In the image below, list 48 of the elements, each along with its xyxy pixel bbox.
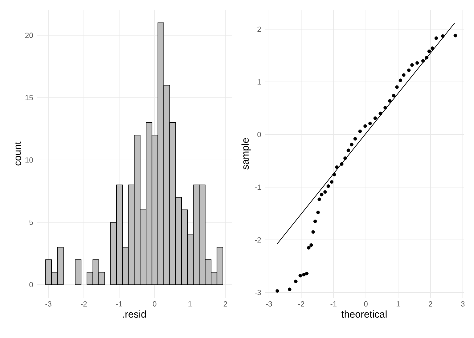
point <box>346 148 350 152</box>
point <box>454 34 458 38</box>
point <box>398 78 402 82</box>
point <box>332 173 336 177</box>
point <box>312 230 316 234</box>
point <box>310 244 314 248</box>
point <box>388 99 392 103</box>
x-axis-title: .resid <box>123 310 146 318</box>
point <box>430 46 434 50</box>
point <box>335 166 339 170</box>
point <box>378 112 382 116</box>
point <box>395 86 399 90</box>
y-axis-title: count <box>14 142 22 166</box>
point <box>288 288 292 292</box>
point <box>350 142 354 147</box>
point <box>374 116 378 120</box>
y-axis-title: sample <box>242 138 251 170</box>
point <box>298 274 302 278</box>
point <box>344 156 348 160</box>
point <box>340 162 344 166</box>
point <box>330 180 334 184</box>
point <box>434 36 438 40</box>
point <box>407 68 411 72</box>
point <box>384 106 388 110</box>
point <box>428 50 432 54</box>
point <box>305 272 309 276</box>
point <box>358 130 362 134</box>
point <box>392 94 396 98</box>
point <box>326 184 330 188</box>
point <box>425 56 429 60</box>
point <box>364 124 368 128</box>
point <box>402 73 406 78</box>
point <box>307 246 311 250</box>
x-axis-title: theoretical <box>342 310 387 318</box>
point <box>314 220 318 224</box>
point <box>324 190 328 194</box>
point <box>354 137 358 141</box>
point <box>422 59 426 63</box>
point <box>441 34 445 38</box>
point <box>320 193 324 197</box>
point <box>416 61 420 65</box>
point <box>276 289 280 293</box>
point <box>318 198 322 202</box>
point <box>316 210 320 214</box>
point <box>410 63 414 68</box>
point <box>368 122 372 126</box>
point <box>294 280 298 284</box>
point <box>302 273 306 277</box>
